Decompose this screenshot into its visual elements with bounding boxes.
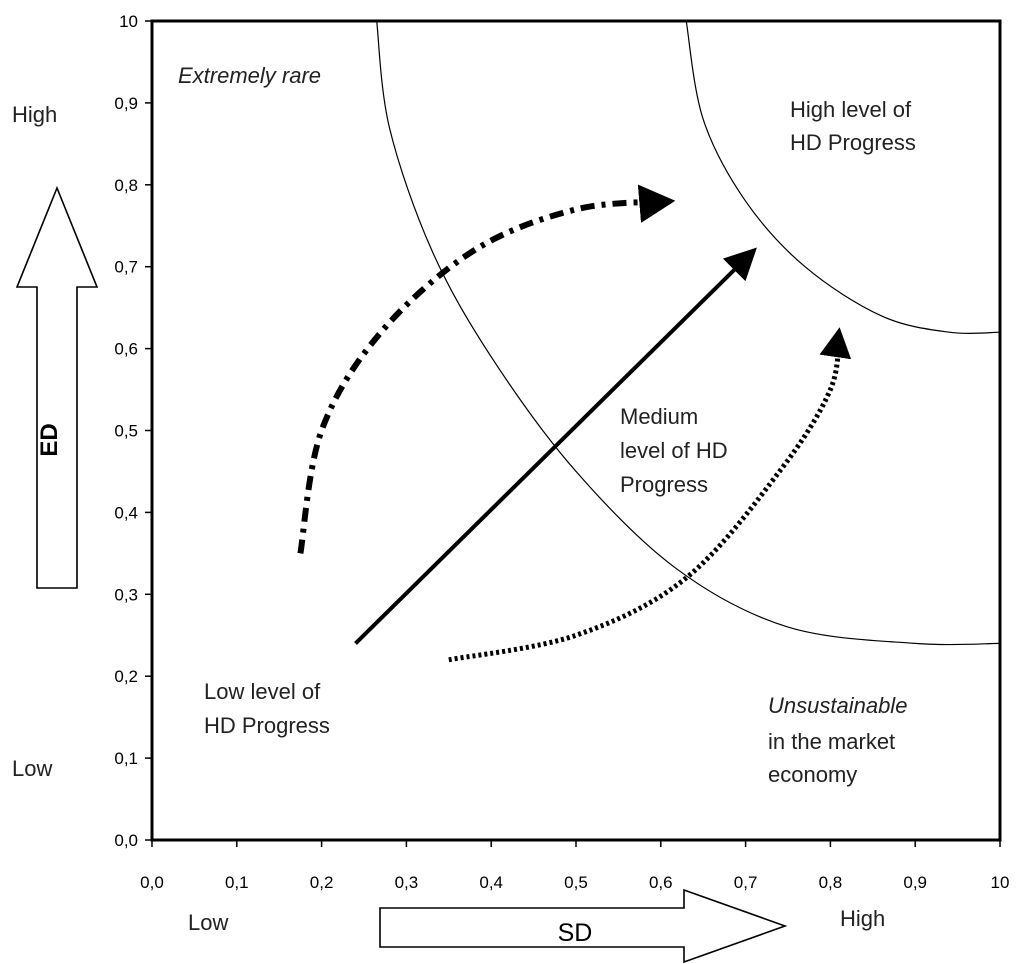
x-tick-label: 10 bbox=[991, 873, 1010, 892]
y-tick-label: 0,3 bbox=[114, 585, 138, 604]
x-axis-low-label: Low bbox=[188, 910, 228, 935]
region-label-medium-line2: level of HD bbox=[620, 438, 728, 463]
x-tick-label: 0,2 bbox=[310, 873, 334, 892]
y-tick-labels: 0,0 0,1 0,2 0,3 0,4 0,5 0,6 0,7 0,8 0,9 10 bbox=[114, 12, 152, 850]
y-tick-label: 0,4 bbox=[114, 503, 138, 522]
region-label-high-line1: High level of bbox=[790, 97, 912, 122]
y-tick-label: 0,9 bbox=[114, 94, 138, 113]
x-tick-label: 0,3 bbox=[395, 873, 419, 892]
region-label-unsustainable-line2: in the market bbox=[768, 729, 895, 754]
y-axis-direction-arrow bbox=[17, 188, 97, 588]
x-axis-name: SD bbox=[558, 919, 593, 947]
y-tick-label: 0,5 bbox=[114, 422, 138, 441]
y-axis-low-label: Low bbox=[12, 756, 52, 781]
region-label-high-line2: HD Progress bbox=[790, 130, 916, 155]
x-tick-label: 0,9 bbox=[903, 873, 927, 892]
x-tick-label: 0,6 bbox=[649, 873, 673, 892]
x-axis-high-label: High bbox=[840, 906, 885, 931]
region-label-unsustainable-line3: economy bbox=[768, 762, 857, 787]
y-tick-label: 0,1 bbox=[114, 749, 138, 768]
x-tick-label: 0,8 bbox=[819, 873, 843, 892]
region-label-low-line2: HD Progress bbox=[204, 713, 330, 738]
y-tick-label: 0,2 bbox=[114, 667, 138, 686]
x-tick-label: 0,0 bbox=[140, 873, 164, 892]
x-tick-label: 0,4 bbox=[479, 873, 503, 892]
region-label-medium-line1: Medium bbox=[620, 404, 698, 429]
y-tick-label: 0,0 bbox=[114, 831, 138, 850]
y-tick-label: 0,6 bbox=[114, 340, 138, 359]
y-tick-label: 10 bbox=[119, 12, 138, 31]
y-axis-name: ED bbox=[36, 423, 63, 456]
x-tick-label: 0,7 bbox=[734, 873, 758, 892]
y-tick-label: 0,7 bbox=[114, 258, 138, 277]
y-tick-label: 0,8 bbox=[114, 176, 138, 195]
region-label-low-line1: Low level of bbox=[204, 679, 321, 704]
x-tick-labels: 0,0 0,1 0,2 0,3 0,4 0,5 0,6 0,7 0,8 0,9 10 bbox=[140, 840, 1009, 892]
region-label-unsustainable-line1: Unsustainable bbox=[768, 693, 907, 718]
x-tick-label: 0,5 bbox=[564, 873, 588, 892]
outer-boundary-curve bbox=[686, 21, 1000, 333]
dash-dot-trajectory-arrow bbox=[300, 201, 669, 553]
region-label-medium-line3: Progress bbox=[620, 472, 708, 497]
y-axis-high-label: High bbox=[12, 102, 57, 127]
region-label-extremely-rare: Extremely rare bbox=[178, 63, 321, 88]
x-tick-label: 0,1 bbox=[225, 873, 249, 892]
